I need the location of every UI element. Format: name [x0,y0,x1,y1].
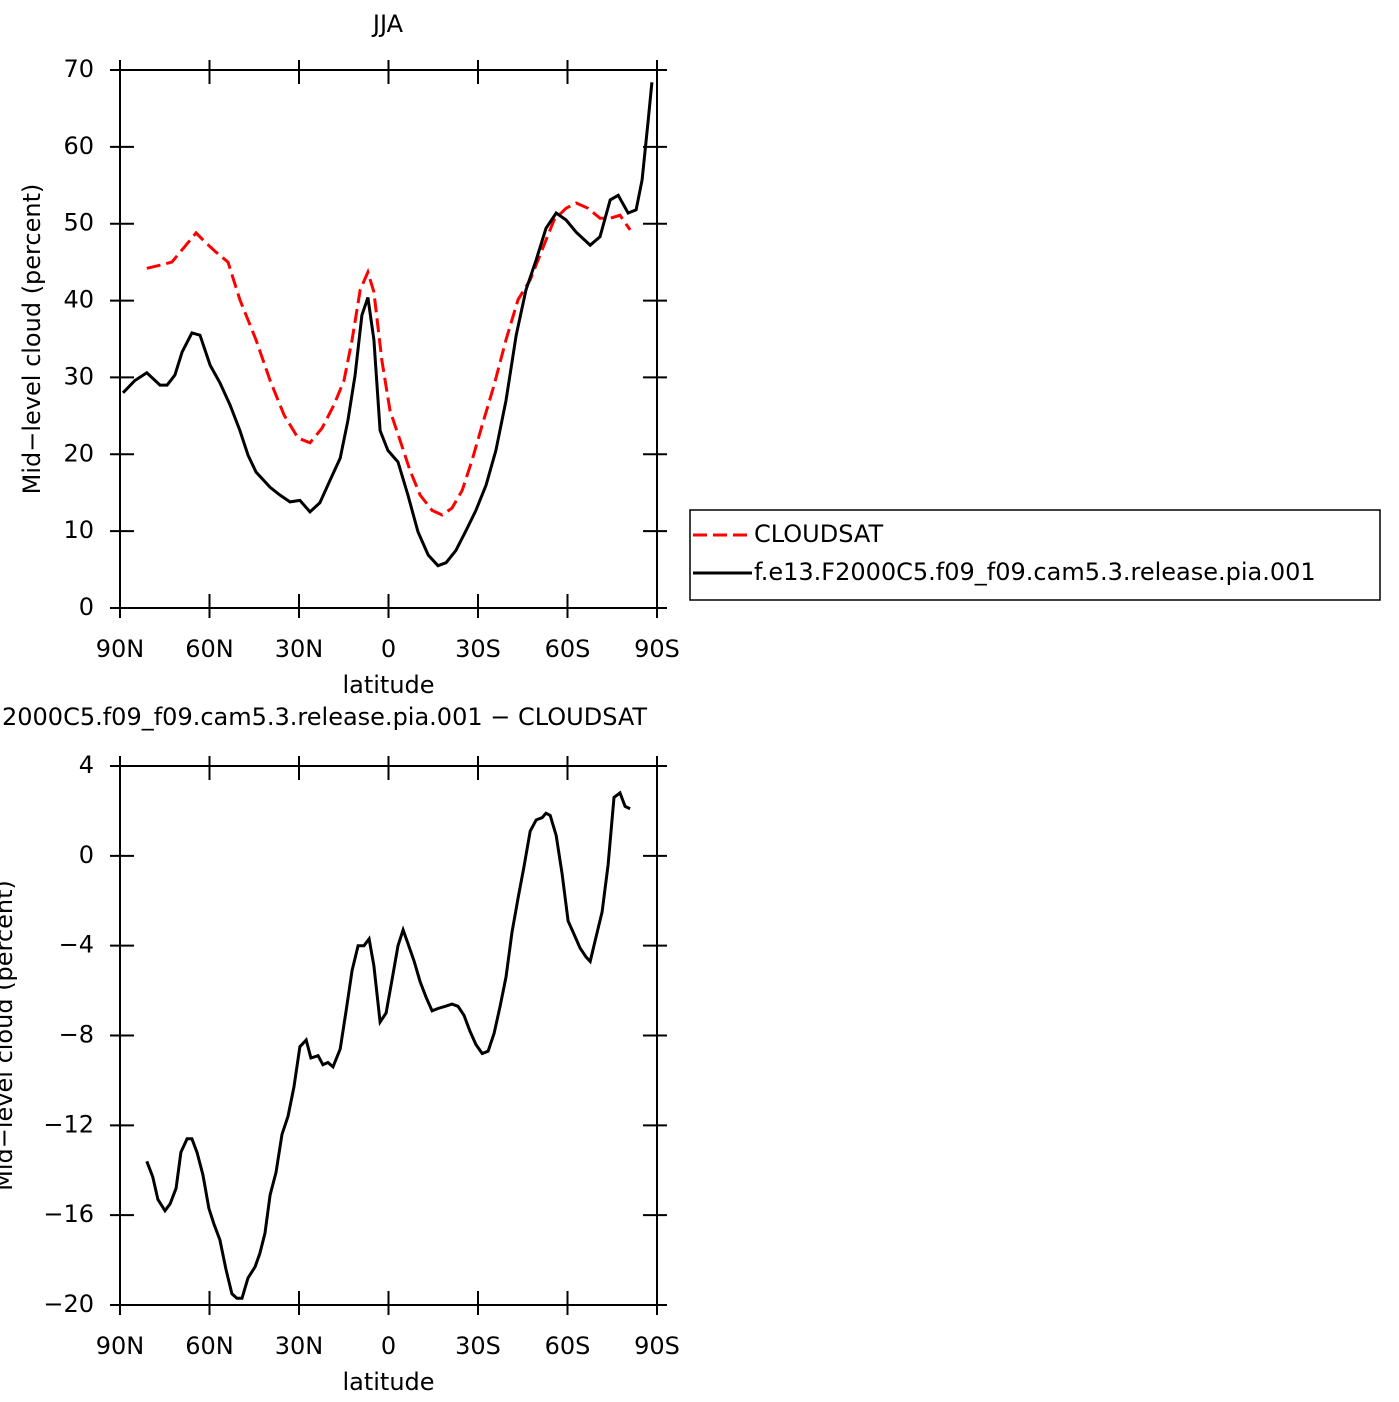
plot-frame [119,765,658,1306]
plot-frame [119,69,658,609]
x-axis-label: latitude [342,1368,434,1396]
y-tick-label: 40 [63,286,94,314]
y-tick-label: −16 [43,1200,94,1228]
data-line [146,201,632,517]
y-tick-label: −12 [43,1110,94,1138]
legend-label: CLOUDSAT [754,520,883,548]
y-axis-label: Mid−level cloud (percent) [0,880,18,1191]
legend-box [689,509,1381,601]
legend-label: f.e13.F2000C5.f09_f09.cam5.3.release.pia… [754,558,1316,586]
y-tick-label: 0 [79,841,94,869]
y-tick-label: 0 [79,593,94,621]
x-tick-label: 60S [545,1332,591,1360]
chart-title: 2000C5.f09_f09.cam5.3.release.pia.001 − … [2,703,647,731]
legend: CLOUDSAT f.e13.F2000C5.f09_f09.cam5.3.rel… [689,509,1381,601]
x-tick-label: 60N [185,635,234,663]
x-tick-label: 90N [96,635,145,663]
x-axis-label: latitude [342,671,434,699]
y-tick-label: −8 [59,1021,94,1049]
y-axis-label: Mid−level cloud (percent) [18,184,46,495]
x-tick-label: 90N [96,1332,145,1360]
x-tick-label: 30N [275,1332,324,1360]
data-line [121,82,654,568]
data-line [145,790,631,1300]
x-tick-label: 90S [634,1332,680,1360]
x-tick-label: 0 [381,635,396,663]
x-tick-label: 0 [381,1332,396,1360]
y-tick-label: 60 [63,132,94,160]
x-tick-label: 60N [185,1332,234,1360]
x-tick-label: 30N [275,635,324,663]
y-tick-label: 30 [63,362,94,390]
y-tick-label: 20 [63,439,94,467]
y-tick-label: 70 [63,55,94,83]
x-tick-label: 60S [545,635,591,663]
chart-title: JJA [371,10,404,38]
y-tick-label: 10 [63,516,94,544]
x-tick-label: 30S [455,1332,501,1360]
y-tick-label: 4 [79,751,94,779]
y-tick-label: −4 [59,931,94,959]
x-tick-label: 30S [455,635,501,663]
x-tick-label: 90S [634,635,680,663]
y-tick-label: 50 [63,209,94,237]
y-tick-label: −20 [43,1290,94,1318]
